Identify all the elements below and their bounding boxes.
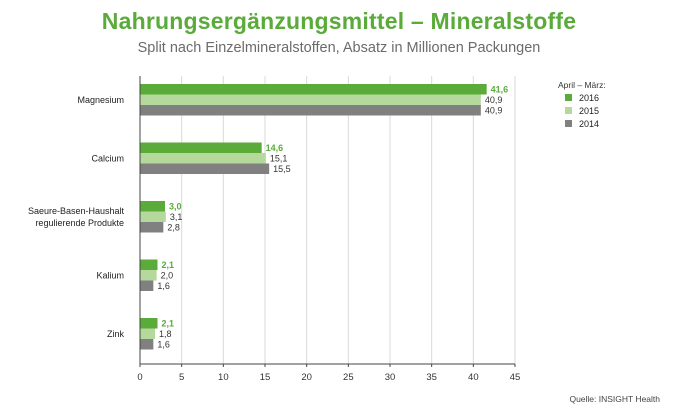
- bar: [140, 339, 154, 350]
- bar: [140, 105, 481, 116]
- legend-label: 2016: [579, 93, 599, 103]
- bar: [140, 222, 164, 233]
- data-label: 15,1: [270, 154, 288, 164]
- x-tick-label: 25: [343, 372, 354, 383]
- x-tick-label: 5: [179, 372, 184, 383]
- data-label: 41,6: [491, 85, 509, 95]
- x-tick-label: 0: [137, 372, 142, 383]
- bar: [140, 318, 158, 329]
- category-label: Kalium: [96, 270, 124, 280]
- bar: [140, 201, 165, 212]
- x-tick-label: 35: [426, 372, 437, 383]
- data-label: 2,1: [162, 260, 175, 270]
- data-label: 14,6: [266, 143, 284, 153]
- x-tick-label: 10: [218, 372, 229, 383]
- chart-subtitle: Split nach Einzelmineralstoffen, Absatz …: [137, 40, 541, 56]
- legend-swatch: [565, 120, 572, 127]
- bar: [140, 280, 154, 291]
- data-label: 40,9: [485, 106, 503, 116]
- chart-title: Nahrungsergänzungsmittel – Mineralstoffe: [101, 8, 577, 34]
- source-note: Quelle: INSIGHT Health: [569, 394, 660, 404]
- data-label: 3,0: [169, 202, 182, 212]
- data-label: 2,0: [161, 271, 174, 281]
- data-label: 1,6: [157, 340, 170, 350]
- legend-label: 2015: [579, 106, 599, 116]
- data-label: 1,6: [157, 281, 170, 291]
- x-tick-label: 20: [301, 372, 312, 383]
- legend-swatch: [565, 107, 572, 114]
- bar: [140, 211, 166, 222]
- bar: [140, 163, 270, 174]
- data-label: 40,9: [485, 95, 503, 105]
- category-label: Calcium: [91, 153, 124, 163]
- data-label: 3,1: [170, 212, 183, 222]
- legend-label: 2014: [579, 119, 599, 129]
- category-label: Saeure-Basen-Haushalt: [28, 206, 125, 216]
- x-tick-label: 15: [260, 372, 271, 383]
- x-tick-label: 30: [385, 372, 396, 383]
- bar: [140, 142, 262, 153]
- category-label: regulierende Produkte: [35, 218, 124, 228]
- category-label: Zink: [107, 329, 125, 339]
- x-tick-label: 45: [510, 372, 521, 383]
- bar: [140, 259, 158, 270]
- x-tick-label: 40: [468, 372, 479, 383]
- bar: [140, 328, 155, 339]
- bar: [140, 270, 157, 281]
- data-label: 2,8: [167, 223, 180, 233]
- legend-swatch: [565, 94, 572, 101]
- category-label: Magnesium: [77, 95, 124, 105]
- bar: [140, 153, 266, 164]
- data-label: 2,1: [162, 319, 175, 329]
- data-label: 15,5: [273, 164, 291, 174]
- bar: [140, 94, 481, 105]
- bar: [140, 84, 487, 95]
- data-label: 1,8: [159, 329, 172, 339]
- legend-title: April – März:: [558, 80, 606, 90]
